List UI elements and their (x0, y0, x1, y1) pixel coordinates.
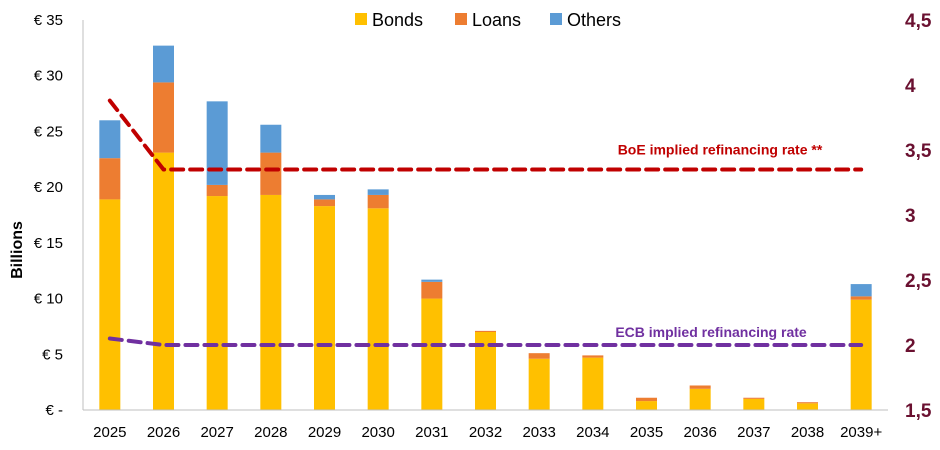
y-tick-label: € 35 (34, 12, 63, 29)
legend-label: Bonds (372, 10, 423, 30)
legend-item-others: Others (550, 10, 621, 30)
y-tick-label: € 25 (34, 123, 63, 140)
bar-bonds-2036 (689, 388, 711, 410)
bar-bonds-2035 (636, 401, 657, 410)
bar-loans-2031 (421, 281, 443, 299)
bar-loans-2029 (314, 199, 335, 207)
bar-bonds-2028 (260, 194, 282, 410)
y-tick-label: € - (45, 402, 63, 419)
x-tick-label: 2032 (469, 424, 502, 441)
bar-others-2039+ (850, 284, 872, 297)
bar-bonds-2038 (797, 403, 818, 410)
legend-label: Others (567, 10, 621, 30)
legend-item-bonds: Bonds (355, 10, 423, 30)
x-axis: 2025 2026 2027 2028 2029 2030 2031 2032 2033 2034… (83, 409, 888, 441)
bar-loans-2035 (636, 397, 657, 402)
y2-tick-label: 3 (905, 206, 916, 227)
boe-annotation: BoE implied refinancing rate ** (618, 142, 823, 158)
bar-loans-2038 (797, 402, 818, 404)
bar-bonds-2039+ (850, 299, 872, 410)
x-tick-label: 2030 (361, 424, 394, 441)
y-tick-label: € 15 (34, 235, 63, 252)
y-tick-label: € 20 (34, 179, 63, 196)
right-axis: 1,5 2 2,5 3 3,5 4 4,5 (905, 11, 932, 422)
bar-bonds-2030 (367, 208, 389, 410)
legend-swatch (355, 13, 367, 25)
legend-item-loans: Loans (455, 10, 521, 30)
ecb-rate-line (107, 336, 864, 347)
annotations: BoE implied refinancing rate ** ECB impli… (615, 142, 823, 341)
bars (99, 45, 872, 410)
bar-others-2025 (99, 120, 121, 159)
legend-label: Loans (472, 10, 521, 30)
bar-others-2029 (314, 194, 335, 200)
ecb-annotation: ECB implied refinancing rate (615, 324, 807, 340)
bar-others-2027 (206, 101, 228, 185)
bar-bonds-2025 (99, 199, 121, 410)
y2-tick-label: 2 (905, 336, 916, 357)
bar-loans-2034 (582, 355, 604, 358)
x-tick-label: 2027 (200, 424, 233, 441)
bar-bonds-2033 (528, 358, 550, 410)
bar-loans-2032 (475, 330, 496, 332)
legend-swatch (550, 13, 562, 25)
bar-loans-2025 (99, 158, 121, 200)
bar-loans-2028 (260, 152, 282, 195)
x-tick-label: 2031 (415, 424, 448, 441)
bar-bonds-2027 (206, 196, 228, 410)
x-tick-label: 2036 (683, 424, 716, 441)
x-tick-label: 2039+ (840, 424, 882, 441)
bar-others-2030 (367, 189, 389, 195)
bar-others-2031 (421, 279, 443, 282)
y2-tick-label: 3,5 (905, 141, 932, 162)
bar-bonds-2037 (743, 398, 765, 410)
y-tick-label: € 30 (34, 68, 63, 85)
bar-loans-2039+ (850, 296, 872, 300)
x-tick-label: 2025 (93, 424, 126, 441)
rate-lines (107, 98, 864, 347)
legend-swatch (455, 13, 467, 25)
bar-loans-2026 (153, 82, 174, 153)
x-tick-label: 2037 (737, 424, 770, 441)
bar-loans-2027 (206, 184, 228, 197)
y-axis-label: Billions (9, 221, 26, 279)
y2-tick-label: 1,5 (905, 401, 932, 422)
bar-bonds-2034 (582, 357, 604, 410)
bar-loans-2030 (367, 194, 389, 209)
y-tick-label: € 5 (42, 346, 63, 363)
x-tick-label: 2028 (254, 424, 287, 441)
x-tick-label: 2026 (147, 424, 180, 441)
bar-loans-2033 (528, 353, 550, 359)
y2-tick-label: 4 (905, 76, 916, 97)
bar-bonds-2032 (475, 332, 496, 410)
boe-rate-line (107, 98, 864, 172)
x-tick-label: 2038 (791, 424, 824, 441)
bar-loans-2037 (743, 397, 765, 399)
x-tick-label: 2035 (630, 424, 663, 441)
x-tick-label: 2034 (576, 424, 609, 441)
y-tick-label: € 10 (34, 291, 63, 308)
bar-bonds-2031 (421, 298, 443, 410)
bar-others-2026 (153, 45, 174, 83)
bar-loans-2036 (689, 385, 711, 389)
bar-bonds-2029 (314, 206, 335, 410)
left-axis: € - € 5 € 10 € 15 € 20 € 25 € 30 € 35 (34, 12, 84, 419)
bar-others-2028 (260, 124, 282, 153)
y2-tick-label: 2,5 (905, 271, 932, 292)
legend: Bonds Loans Others (355, 10, 621, 30)
bar-bonds-2026 (153, 152, 174, 410)
x-tick-label: 2029 (308, 424, 341, 441)
y2-tick-label: 4,5 (905, 11, 932, 32)
x-tick-label: 2033 (522, 424, 555, 441)
